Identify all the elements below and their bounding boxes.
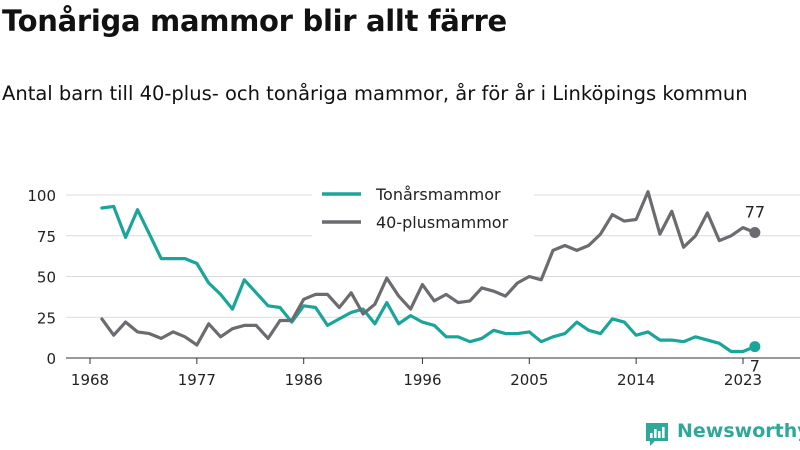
- chart-title: Tonåriga mammor blir allt färre: [2, 4, 507, 38]
- y-tick-label: 100: [27, 187, 56, 205]
- y-tick-label: 75: [37, 228, 56, 246]
- x-tick-label: 1977: [178, 371, 216, 389]
- chart-subtitle: Antal barn till 40-plus- och tonåriga ma…: [2, 82, 748, 105]
- series-end-label: 77: [745, 202, 765, 221]
- x-axis-ticks: 1968 1977 1986 1996 2005 2014 2023: [71, 358, 762, 389]
- series-end-point: [749, 341, 761, 353]
- legend-label: 40-plusmammor: [376, 213, 509, 232]
- x-tick-label: 2005: [510, 371, 548, 389]
- y-tick-label: 0: [46, 350, 56, 368]
- series-lines: [100, 190, 757, 354]
- x-tick-label: 2014: [617, 371, 655, 389]
- series-line-40-plusmammor: [100, 190, 757, 347]
- x-tick-label: 1968: [71, 371, 109, 389]
- x-tick-label: 2023: [724, 371, 762, 389]
- series-end-point: [749, 226, 761, 238]
- series-line-tonarsmammor: [100, 204, 757, 354]
- newsworthy-logo: Newsworthy: [643, 419, 800, 449]
- y-tick-label: 25: [37, 309, 56, 327]
- brand-name: Newsworthy: [677, 420, 800, 442]
- y-axis-ticks: 0 25 50 75 100: [27, 187, 56, 368]
- x-tick-label: 1986: [285, 371, 323, 389]
- end-labels: 777: [745, 202, 765, 375]
- y-tick-label: 50: [37, 269, 56, 287]
- newsworthy-logo-icon: [646, 423, 668, 446]
- legend: Tonårsmammor 40-plusmammor: [312, 180, 534, 240]
- series-end-label: 7: [750, 357, 760, 376]
- x-tick-label: 1996: [403, 371, 441, 389]
- legend-label: Tonårsmammor: [375, 185, 501, 204]
- legend-background: [312, 180, 534, 240]
